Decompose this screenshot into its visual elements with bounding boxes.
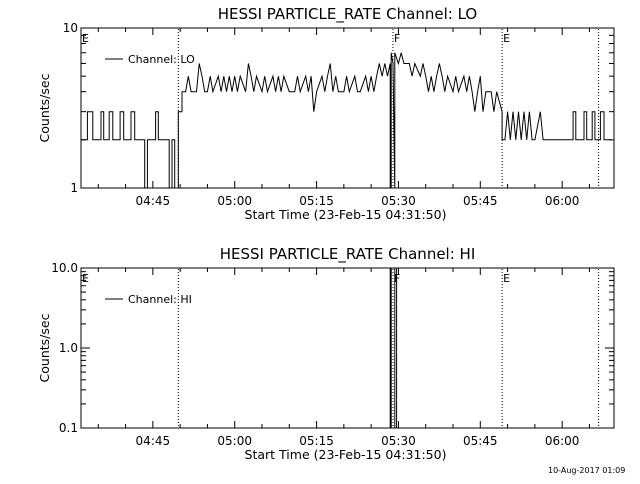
event-marker-label: E <box>82 32 89 45</box>
y-tick-label: 1.0 <box>59 341 78 355</box>
x-tick-label: 05:30 <box>381 434 416 448</box>
chart-title: HESSI PARTICLE_RATE Channel: HI <box>220 245 476 264</box>
x-tick-label: 05:45 <box>463 194 498 208</box>
x-axis-label: Start Time (23-Feb-15 04:31:50) <box>245 207 447 222</box>
x-tick-label: 06:00 <box>545 434 580 448</box>
series-line-lo <box>81 52 612 188</box>
chart-panel-hi: HESSI PARTICLE_RATE Channel: HI 04:45 05:0… <box>37 245 615 462</box>
y-axis-label: Counts/sec <box>37 73 52 142</box>
x-tick-label: 05:00 <box>217 194 252 208</box>
chart-panel-lo: HESSI PARTICLE_RATE Channel: LO 04:45 05:0… <box>37 5 615 222</box>
y-tick-label: 0.1 <box>59 421 78 435</box>
y-tick-label: 1 <box>70 181 78 195</box>
legend-label: Channel: HI <box>128 293 192 306</box>
x-tick-label: 04:45 <box>136 194 171 208</box>
plot-frame <box>80 27 615 189</box>
x-tick-label: 05:15 <box>299 434 334 448</box>
y-tick-label: 10.0 <box>51 261 78 275</box>
event-marker-label: E <box>82 272 89 285</box>
event-marker-label: F <box>394 272 400 285</box>
event-marker-label: E <box>503 272 510 285</box>
x-tick-label: 05:45 <box>463 434 498 448</box>
x-tick-label: 04:45 <box>136 434 171 448</box>
plot-frame <box>80 267 615 429</box>
event-marker-label: E <box>503 32 510 45</box>
x-tick-label: 05:15 <box>299 194 334 208</box>
x-tick-label: 05:00 <box>217 434 252 448</box>
legend-label: Channel: LO <box>128 53 195 66</box>
y-tick-label: 10 <box>63 21 78 35</box>
chart-title: HESSI PARTICLE_RATE Channel: LO <box>218 5 477 24</box>
footer-timestamp: 10-Aug-2017 01:09 <box>548 466 626 475</box>
x-tick-label: 05:30 <box>381 194 416 208</box>
event-marker-label: F <box>394 32 400 45</box>
x-axis-label: Start Time (23-Feb-15 04:31:50) <box>245 447 447 462</box>
y-axis-label: Counts/sec <box>37 313 52 382</box>
x-tick-label: 06:00 <box>545 194 580 208</box>
